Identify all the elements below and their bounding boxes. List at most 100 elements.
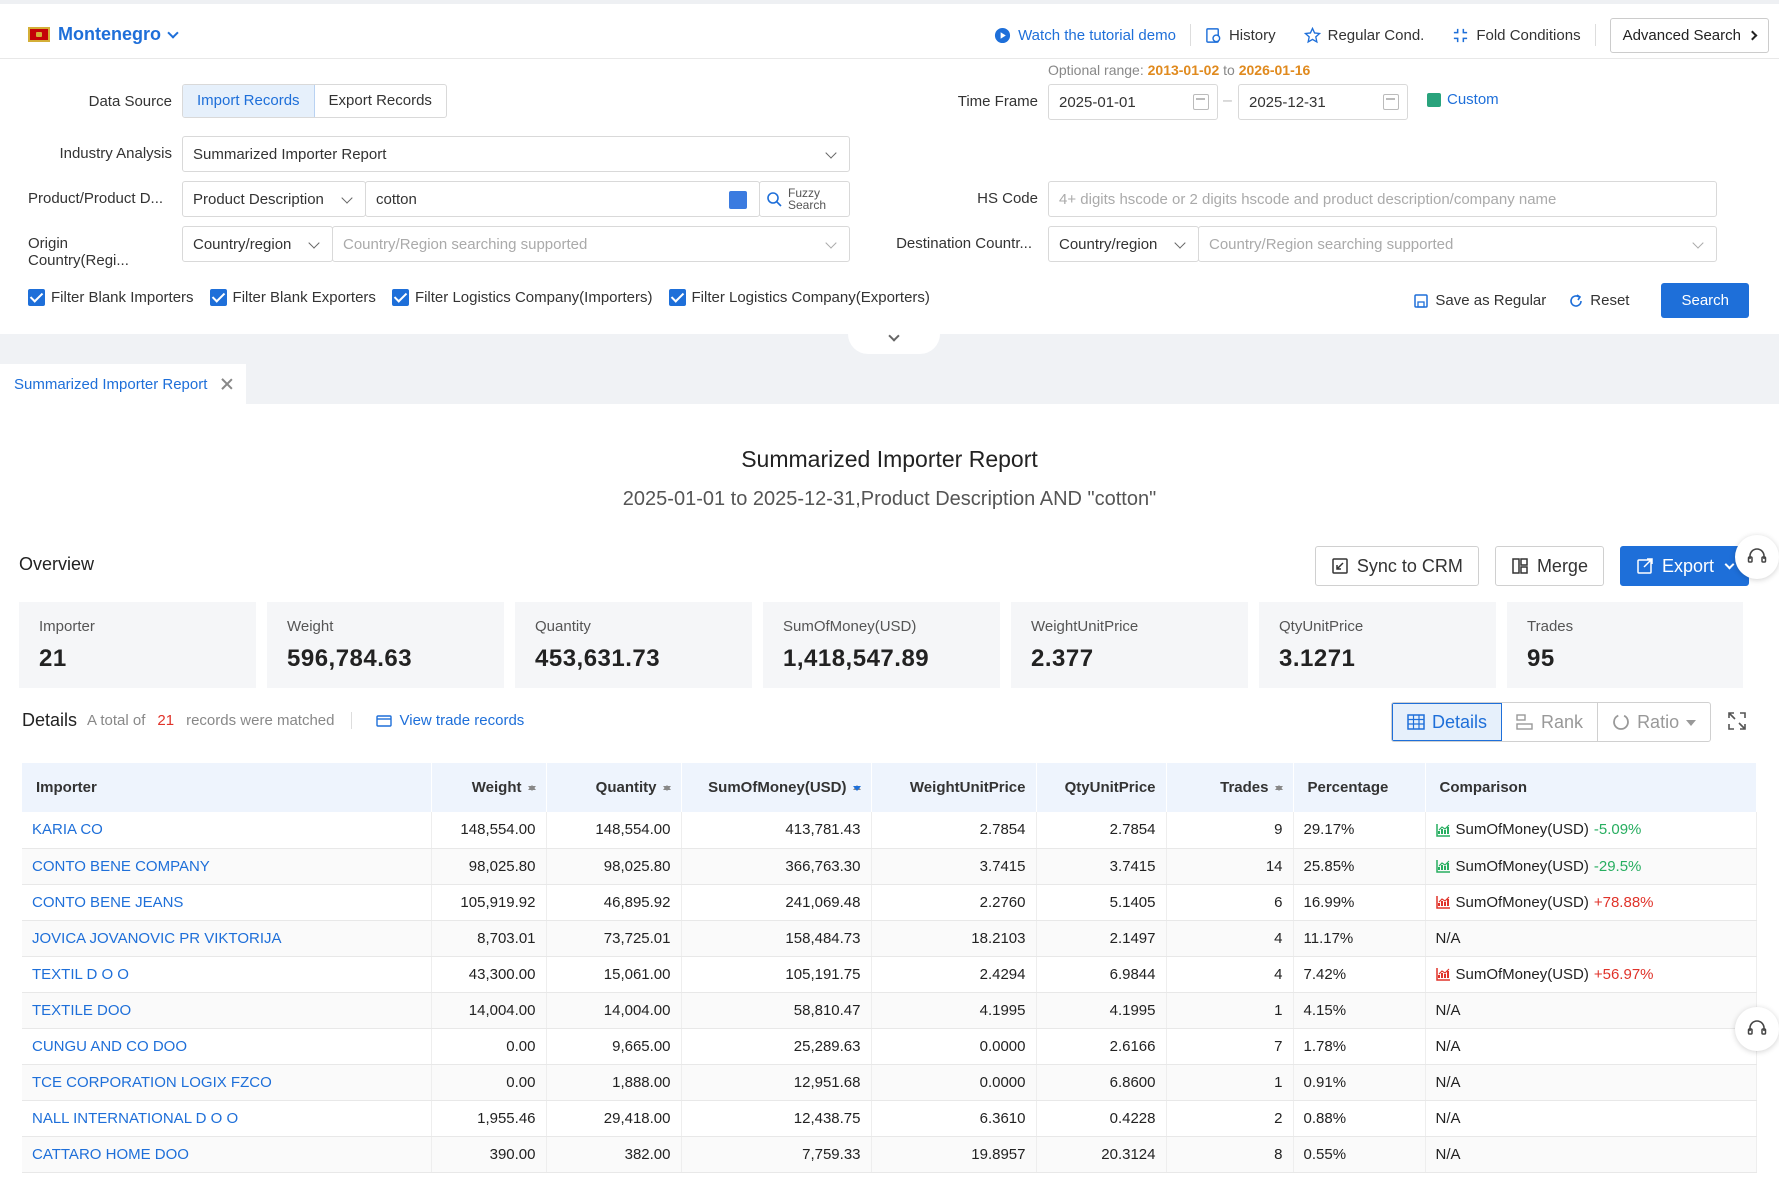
origin-country-label: Origin Country(Regi... [28, 235, 129, 269]
cell-qup: 4.1995 [1036, 992, 1167, 1029]
card-value: 21 [39, 645, 67, 672]
table-row: JOVICA JOVANOVIC PR VIKTORIJA 8,703.01 73,… [22, 920, 1757, 957]
column-header-weight[interactable]: Weight [431, 763, 547, 812]
export-records-button[interactable]: Export Records [328, 92, 432, 109]
save-as-regular-button[interactable]: Save as Regular [1413, 292, 1546, 309]
regular-cond-link[interactable]: Regular Cond. [1290, 26, 1439, 44]
card-key: WeightUnitPrice [1031, 618, 1139, 635]
card-key: Trades [1527, 618, 1574, 635]
table-row: CONTO BENE JEANS 105,919.92 46,895.92 241,0… [22, 884, 1757, 921]
card-value: 596,784.63 [287, 645, 413, 672]
filter-blank-exporters-checkbox[interactable]: Filter Blank Exporters [209, 289, 376, 306]
cell-wup: 2.7854 [871, 812, 1037, 849]
translate-icon[interactable] [729, 191, 747, 209]
column-header-sum-of-money[interactable]: SumOfMoney(USD) [681, 763, 872, 812]
cell-qup: 20.3124 [1036, 1136, 1167, 1173]
cell-comparison: SumOfMoney(USD) -5.09% [1425, 812, 1757, 849]
comparison-label: N/A [1435, 1037, 1461, 1055]
import-records-button[interactable]: Import Records [183, 85, 315, 117]
column-header-comparison: Comparison [1425, 763, 1757, 812]
close-icon[interactable] [221, 378, 233, 390]
history-label: History [1228, 26, 1276, 44]
table-row: TEXTIL D O O 43,300.00 15,061.00 105,191.75… [22, 956, 1757, 993]
history-link[interactable]: History [1191, 27, 1290, 44]
origin-country-input[interactable]: Country/Region searching supported [332, 226, 850, 262]
importer-link[interactable]: CATTARO HOME DOO [22, 1136, 432, 1173]
destination-country-input[interactable]: Country/Region searching supported [1198, 226, 1717, 262]
headset-icon [1747, 548, 1767, 563]
comparison-label: SumOfMoney(USD) [1455, 965, 1589, 983]
date-from-input[interactable]: 2025-01-01 [1048, 84, 1218, 120]
importer-link[interactable]: KARIA CO [22, 812, 432, 849]
card-value: 2.377 [1031, 645, 1094, 672]
cell-quantity: 14,004.00 [546, 992, 682, 1029]
origin-type-select[interactable]: Country/region [182, 226, 333, 262]
filter-logistics-exporters-checkbox[interactable]: Filter Logistics Company(Exporters) [668, 289, 930, 306]
importer-link[interactable]: CUNGU AND CO DOO [22, 1028, 432, 1065]
support-headset-button-secondary[interactable] [1735, 1007, 1779, 1051]
filter-blank-importers-checkbox[interactable]: Filter Blank Importers [28, 289, 194, 306]
importer-link[interactable]: TCE CORPORATION LOGIX FZCO [22, 1064, 432, 1101]
fold-conditions-link[interactable]: Fold Conditions [1438, 27, 1594, 44]
fullscreen-icon[interactable] [1728, 712, 1746, 730]
sync-to-crm-button[interactable]: Sync to CRM [1314, 546, 1479, 586]
tutorial-link[interactable]: Watch the tutorial demo [980, 27, 1190, 44]
view-rank-button[interactable]: Rank [1502, 703, 1599, 741]
importer-link[interactable]: JOVICA JOVANOVIC PR VIKTORIJA [22, 920, 432, 957]
cell-weight: 14,004.00 [431, 992, 547, 1029]
star-icon [1303, 26, 1321, 43]
merge-button[interactable]: Merge [1494, 546, 1604, 586]
product-label: Product/Product D... [28, 190, 164, 207]
save-as-regular-label: Save as Regular [1435, 292, 1547, 309]
industry-analysis-select[interactable]: Summarized Importer Report [182, 136, 850, 172]
view-trade-records-link[interactable]: View trade records [350, 712, 524, 729]
trend-down-icon [1435, 860, 1450, 873]
fuzzy-search-button[interactable]: Fuzzy Search [759, 181, 850, 217]
hs-code-input[interactable]: 4+ digits hscode or 2 digits hscode and … [1048, 181, 1717, 217]
destination-type-select[interactable]: Country/region [1048, 226, 1199, 262]
tab-summarized-importer-report[interactable]: Summarized Importer Report [0, 364, 246, 404]
comparison-label: N/A [1435, 929, 1461, 947]
search-button[interactable]: Search [1661, 283, 1749, 318]
cell-comparison: SumOfMoney(USD) -29.5% [1425, 848, 1757, 885]
view-ratio-button[interactable]: Ratio [1598, 703, 1710, 741]
export-button[interactable]: Export [1619, 546, 1749, 586]
column-header-quantity[interactable]: Quantity [546, 763, 682, 812]
importer-link[interactable]: TEXTILE DOO [22, 992, 432, 1029]
importer-link[interactable]: NALL INTERNATIONAL D O O [22, 1100, 432, 1137]
advanced-search-button[interactable]: Advanced Search [1609, 17, 1769, 53]
cell-wup: 2.4294 [871, 956, 1037, 993]
view-details-button[interactable]: Details [1392, 703, 1503, 741]
view-switcher: Details Rank Ratio [1391, 702, 1712, 742]
summary-card-weight-unit-price: WeightUnitPrice 2.377 [1011, 602, 1248, 688]
custom-range-button[interactable]: Custom [1427, 91, 1499, 108]
importer-link[interactable]: CONTO BENE COMPANY [22, 848, 432, 885]
cell-wup: 18.2103 [871, 920, 1037, 957]
form-actions: Save as Regular Reset Search [1413, 283, 1749, 318]
table-row: CATTARO HOME DOO 390.00 382.00 7,759.33 19.8… [22, 1136, 1757, 1173]
country-selector[interactable]: Montenegro [28, 24, 179, 45]
date-to-input[interactable]: 2025-12-31 [1238, 84, 1408, 120]
calendar-icon [1383, 94, 1399, 110]
product-input[interactable]: cotton [365, 181, 760, 217]
collapse-form-toggle[interactable] [848, 330, 940, 354]
trend-up-icon [1435, 896, 1450, 909]
filter-logistics-importers-checkbox[interactable]: Filter Logistics Company(Importers) [391, 289, 653, 306]
summary-card-trades: Trades 95 [1507, 602, 1743, 688]
cell-wup: 4.1995 [871, 992, 1037, 1029]
overview-heading: Overview [19, 554, 95, 574]
importer-link[interactable]: TEXTIL D O O [22, 956, 432, 993]
reset-button[interactable]: Reset [1568, 292, 1629, 309]
support-headset-button[interactable] [1735, 535, 1779, 579]
total-suffix: records were matched [186, 712, 335, 729]
details-heading: Details [22, 710, 78, 730]
cell-comparison: SumOfMoney(USD) +78.88% [1425, 884, 1757, 921]
cell-comparison: N/A [1425, 992, 1757, 1029]
industry-analysis-label: Industry Analysis [59, 145, 172, 162]
importer-link[interactable]: CONTO BENE JEANS [22, 884, 432, 921]
cell-pct: 25.85% [1293, 848, 1426, 885]
product-type-value: Product Description [193, 190, 324, 208]
product-type-select[interactable]: Product Description [182, 181, 366, 217]
cell-weight: 8,703.01 [431, 920, 547, 957]
column-header-trades[interactable]: Trades [1166, 763, 1294, 812]
